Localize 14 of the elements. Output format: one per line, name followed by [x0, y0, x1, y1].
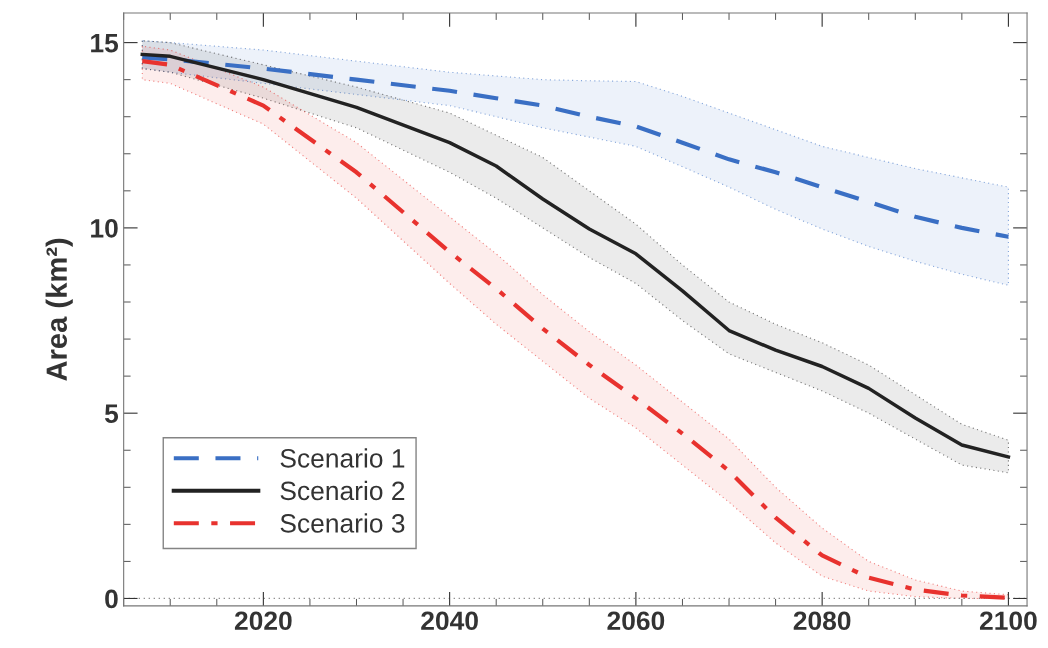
y-tick-label: 5 — [104, 404, 119, 423]
x-tick-label: 2080 — [793, 611, 851, 631]
x-tick-label: 2040 — [421, 611, 478, 631]
y-tick-label: 15 — [91, 34, 119, 53]
x-tick-label: 2060 — [607, 611, 665, 631]
legend-label: Scenario 2 — [280, 480, 405, 501]
legend-label: Scenario 3 — [280, 513, 405, 533]
x-tick-label: 2020 — [234, 611, 292, 631]
line-series — [140, 55, 1011, 239]
y-tick-label: 10 — [91, 219, 118, 238]
x-tick-label: 2100 — [979, 611, 1037, 631]
legend-label: Scenario 1 — [280, 448, 405, 468]
y-tick-label: 0 — [105, 589, 118, 609]
y-axis-title: Area (km²) — [45, 238, 73, 381]
